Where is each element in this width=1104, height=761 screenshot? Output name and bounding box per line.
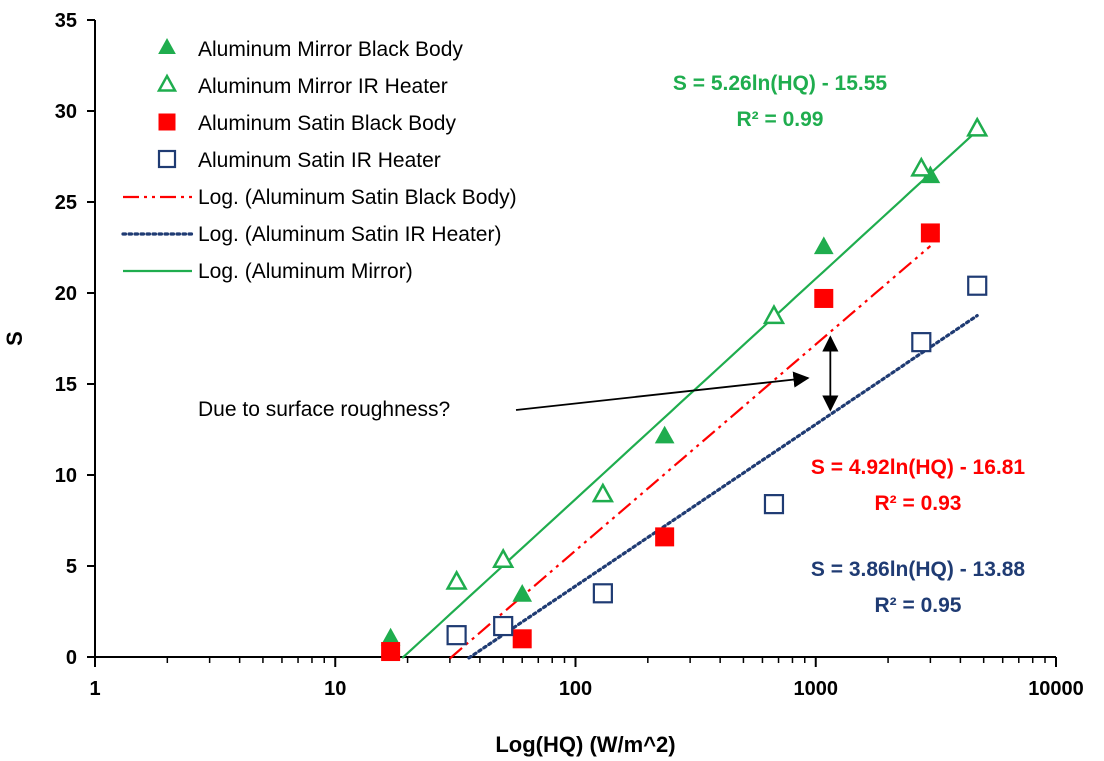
y-tick-label: 15: [55, 374, 77, 396]
data-point: [381, 642, 401, 662]
data-point: [158, 113, 176, 131]
data-point: [157, 149, 177, 169]
data-point: [512, 629, 532, 649]
trendline: [401, 129, 978, 659]
data-point: [158, 38, 176, 54]
data-point: [156, 73, 178, 92]
annotation-arrow: [515, 371, 810, 411]
data-point: [966, 116, 989, 137]
equations: S = 4.92ln(HQ) - 16.81 R² = 0.93 S = 3.86l…: [673, 72, 1025, 617]
data-point: [654, 425, 675, 444]
data-point: [445, 569, 468, 590]
y-tick-label: 35: [55, 10, 77, 32]
data-point: [512, 584, 533, 602]
y-tick-label: 10: [55, 465, 77, 487]
data-point: [813, 236, 834, 255]
data-point: [763, 494, 785, 515]
trendline-r2: R² = 0.93: [875, 492, 962, 515]
legend-label: Aluminum Satin IR Heater: [198, 149, 441, 172]
trendline-r2: R² = 0.99: [737, 108, 824, 131]
legend-label: Log. (Aluminum Satin Black Body): [198, 186, 517, 209]
y-tick-label: 25: [55, 192, 77, 214]
y-tick-label: 20: [55, 283, 77, 305]
trendline-equation: S = 4.92ln(HQ) - 16.81: [811, 456, 1025, 479]
data-point: [911, 332, 932, 353]
trendlines: [401, 129, 979, 660]
trendline-r2: R² = 0.95: [875, 594, 962, 617]
axes: 1 10 100 1000 10000 0 5 10 15 20 25 30 35 Log(HQ) (W/…: [2, 10, 1084, 757]
legend-label: Log. (Aluminum Satin IR Heater): [198, 223, 501, 246]
legend: Aluminum Mirror Black Body Aluminum Mirro…: [121, 38, 517, 283]
data-point: [910, 156, 933, 177]
data-point: [814, 288, 834, 308]
data-point: [967, 275, 988, 296]
y-axis-title: S: [2, 331, 27, 346]
annotation-text: Due to surface roughness?: [198, 398, 450, 421]
x-tick-label: 1: [89, 678, 100, 700]
data-point: [446, 625, 467, 646]
trendline: [467, 314, 979, 660]
data-point: [655, 527, 675, 547]
legend-label: Aluminum Mirror Black Body: [198, 38, 463, 61]
x-tick-label: 10: [324, 678, 346, 700]
x-tick-label: 100: [559, 678, 592, 700]
data-point: [920, 223, 940, 243]
trendline-equation: S = 5.26ln(HQ) - 15.55: [673, 72, 887, 95]
legend-label: Aluminum Satin Black Body: [198, 112, 456, 135]
markers: [380, 116, 989, 662]
data-point: [492, 547, 515, 568]
data-point: [591, 482, 614, 503]
x-axis-title: Log(HQ) (W/m^2): [495, 732, 675, 757]
trendline: [449, 245, 932, 660]
data-point: [592, 583, 613, 604]
x-tick-label: 1000: [794, 678, 839, 700]
y-tick-label: 5: [66, 556, 77, 578]
y-tick-label: 0: [66, 647, 77, 669]
trendline-equation: S = 3.86ln(HQ) - 13.88: [811, 558, 1025, 581]
data-point: [493, 615, 514, 637]
y-tick-label: 30: [55, 101, 77, 123]
data-point: [762, 304, 786, 325]
x-tick-label: 10000: [1028, 678, 1084, 700]
annotations: Due to surface roughness?: [198, 335, 839, 421]
legend-label: Log. (Aluminum Mirror): [198, 260, 413, 283]
legend-label: Aluminum Mirror IR Heater: [198, 75, 448, 98]
